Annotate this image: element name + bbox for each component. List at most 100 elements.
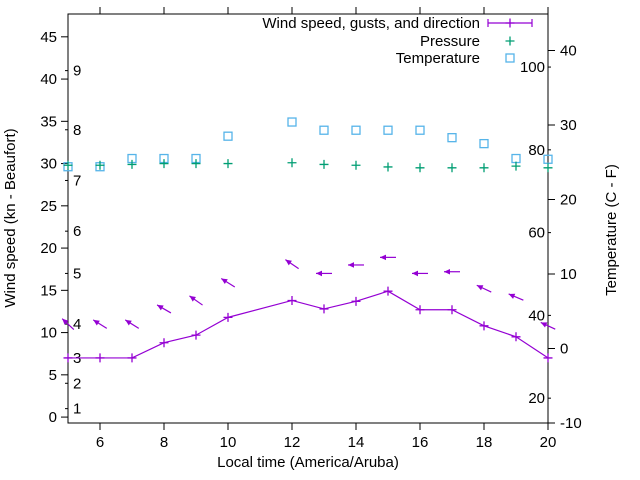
gust-arrow-head	[221, 278, 228, 285]
x-tick-label: 16	[412, 434, 429, 451]
wind-point	[223, 312, 233, 322]
beaufort-label: 6	[73, 223, 81, 240]
x-tick-label: 6	[96, 434, 104, 451]
celsius-tick-label: 20	[560, 192, 577, 209]
temperature-point	[383, 125, 393, 135]
kn-tick-label: 15	[40, 282, 57, 299]
pressure-point	[127, 159, 137, 169]
beaufort-label: 2	[73, 375, 81, 392]
y-axis-title-right: Temperature (C - F)	[603, 164, 620, 296]
temperature-point	[351, 125, 361, 135]
beaufort-label: 9	[73, 63, 81, 80]
wind-point	[95, 353, 105, 363]
wind-point	[63, 353, 73, 363]
gust-arrow-head	[412, 270, 418, 277]
pressure-point	[447, 163, 457, 173]
gust-arrow-head	[348, 262, 354, 268]
wind-point	[127, 353, 137, 363]
gust-arrow-head	[189, 295, 196, 302]
pressure-point	[287, 158, 297, 168]
gust-arrow-head	[285, 259, 292, 266]
wind-point	[383, 286, 393, 296]
pressure-point	[479, 163, 489, 173]
wind-speed-line	[68, 290, 549, 359]
x-axis-title: Local time (America/Aruba)	[217, 454, 399, 471]
wind-point	[479, 321, 489, 331]
wind-point	[543, 353, 553, 363]
pressure-point	[319, 159, 329, 169]
y-axis-title-left: Wind speed (kn - Beaufort)	[2, 128, 19, 307]
temperature-point	[319, 125, 329, 135]
kn-tick-label: 5	[49, 367, 57, 384]
fahrenheit-label: 20	[528, 390, 545, 407]
fahrenheit-label: 80	[528, 142, 545, 159]
pressure-point	[223, 159, 233, 169]
beaufort-label: 8	[73, 122, 81, 139]
wind-point	[319, 304, 329, 314]
x-tick-label: 12	[284, 434, 301, 451]
wind-point	[287, 295, 297, 305]
wind-point	[351, 296, 361, 306]
pressure-point	[159, 159, 169, 169]
gust-arrow-head	[380, 254, 386, 261]
wind-point	[511, 332, 521, 342]
gust-arrow-head	[316, 270, 322, 277]
legend-label: Temperature	[396, 50, 480, 67]
pressure-point	[383, 162, 393, 172]
gust-arrow-head	[62, 318, 69, 325]
kn-tick-label: 10	[40, 325, 57, 342]
wind-point	[159, 338, 169, 348]
x-tick-label: 10	[220, 434, 237, 451]
celsius-tick-label: 0	[560, 341, 568, 358]
gust-arrow-head	[157, 304, 164, 311]
gust-arrow-head	[125, 319, 132, 326]
beaufort-label: 1	[73, 401, 81, 418]
temperature-point	[447, 133, 457, 143]
gust-arrow-head	[476, 285, 484, 291]
gust-arrow-head	[540, 322, 548, 328]
plot-border	[67, 13, 549, 424]
pressure-point	[351, 160, 361, 170]
legend-pressure-sample	[505, 36, 515, 46]
fahrenheit-label: 40	[528, 307, 545, 324]
x-tick-label: 8	[160, 434, 168, 451]
celsius-tick-label: 10	[560, 266, 577, 283]
beaufort-label: 5	[73, 265, 81, 282]
temperature-point	[479, 138, 489, 149]
kn-tick-label: 20	[40, 240, 57, 257]
kn-tick-label: 25	[40, 198, 57, 215]
legend-label: Pressure	[420, 33, 480, 50]
legend-label: Wind speed, gusts, and direction	[262, 15, 480, 32]
x-tick-label: 18	[476, 434, 493, 451]
beaufort-label: 7	[73, 172, 81, 189]
pressure-point	[95, 160, 105, 170]
x-tick-label: 14	[348, 434, 365, 451]
kn-tick-label: 30	[40, 156, 57, 173]
gust-arrow-head	[93, 319, 100, 326]
gust-arrow-head	[508, 293, 516, 299]
kn-tick-label: 40	[40, 71, 57, 88]
wind-point	[447, 305, 457, 315]
legend-wind-sample-marker	[505, 18, 515, 28]
pressure-point	[543, 163, 553, 173]
kn-tick-label: 0	[49, 409, 57, 426]
pressure-point	[63, 160, 73, 170]
gust-arrow-head	[444, 268, 450, 275]
fahrenheit-label: 60	[528, 225, 545, 242]
temperature-point	[415, 125, 425, 135]
kn-tick-label: 45	[40, 29, 57, 46]
x-tick-label: 20	[540, 434, 557, 451]
beaufort-label: 4	[73, 316, 81, 333]
celsius-tick-label: 40	[560, 43, 577, 60]
kn-tick-label: 35	[40, 113, 57, 130]
fahrenheit-label: 100	[520, 59, 545, 76]
temperature-point	[223, 131, 233, 141]
pressure-point	[415, 163, 425, 173]
temperature-point	[511, 153, 521, 164]
temperature-point	[543, 154, 553, 164]
legend-temperature-sample	[505, 53, 515, 63]
wind-point	[191, 330, 201, 340]
wind-point	[415, 305, 425, 315]
